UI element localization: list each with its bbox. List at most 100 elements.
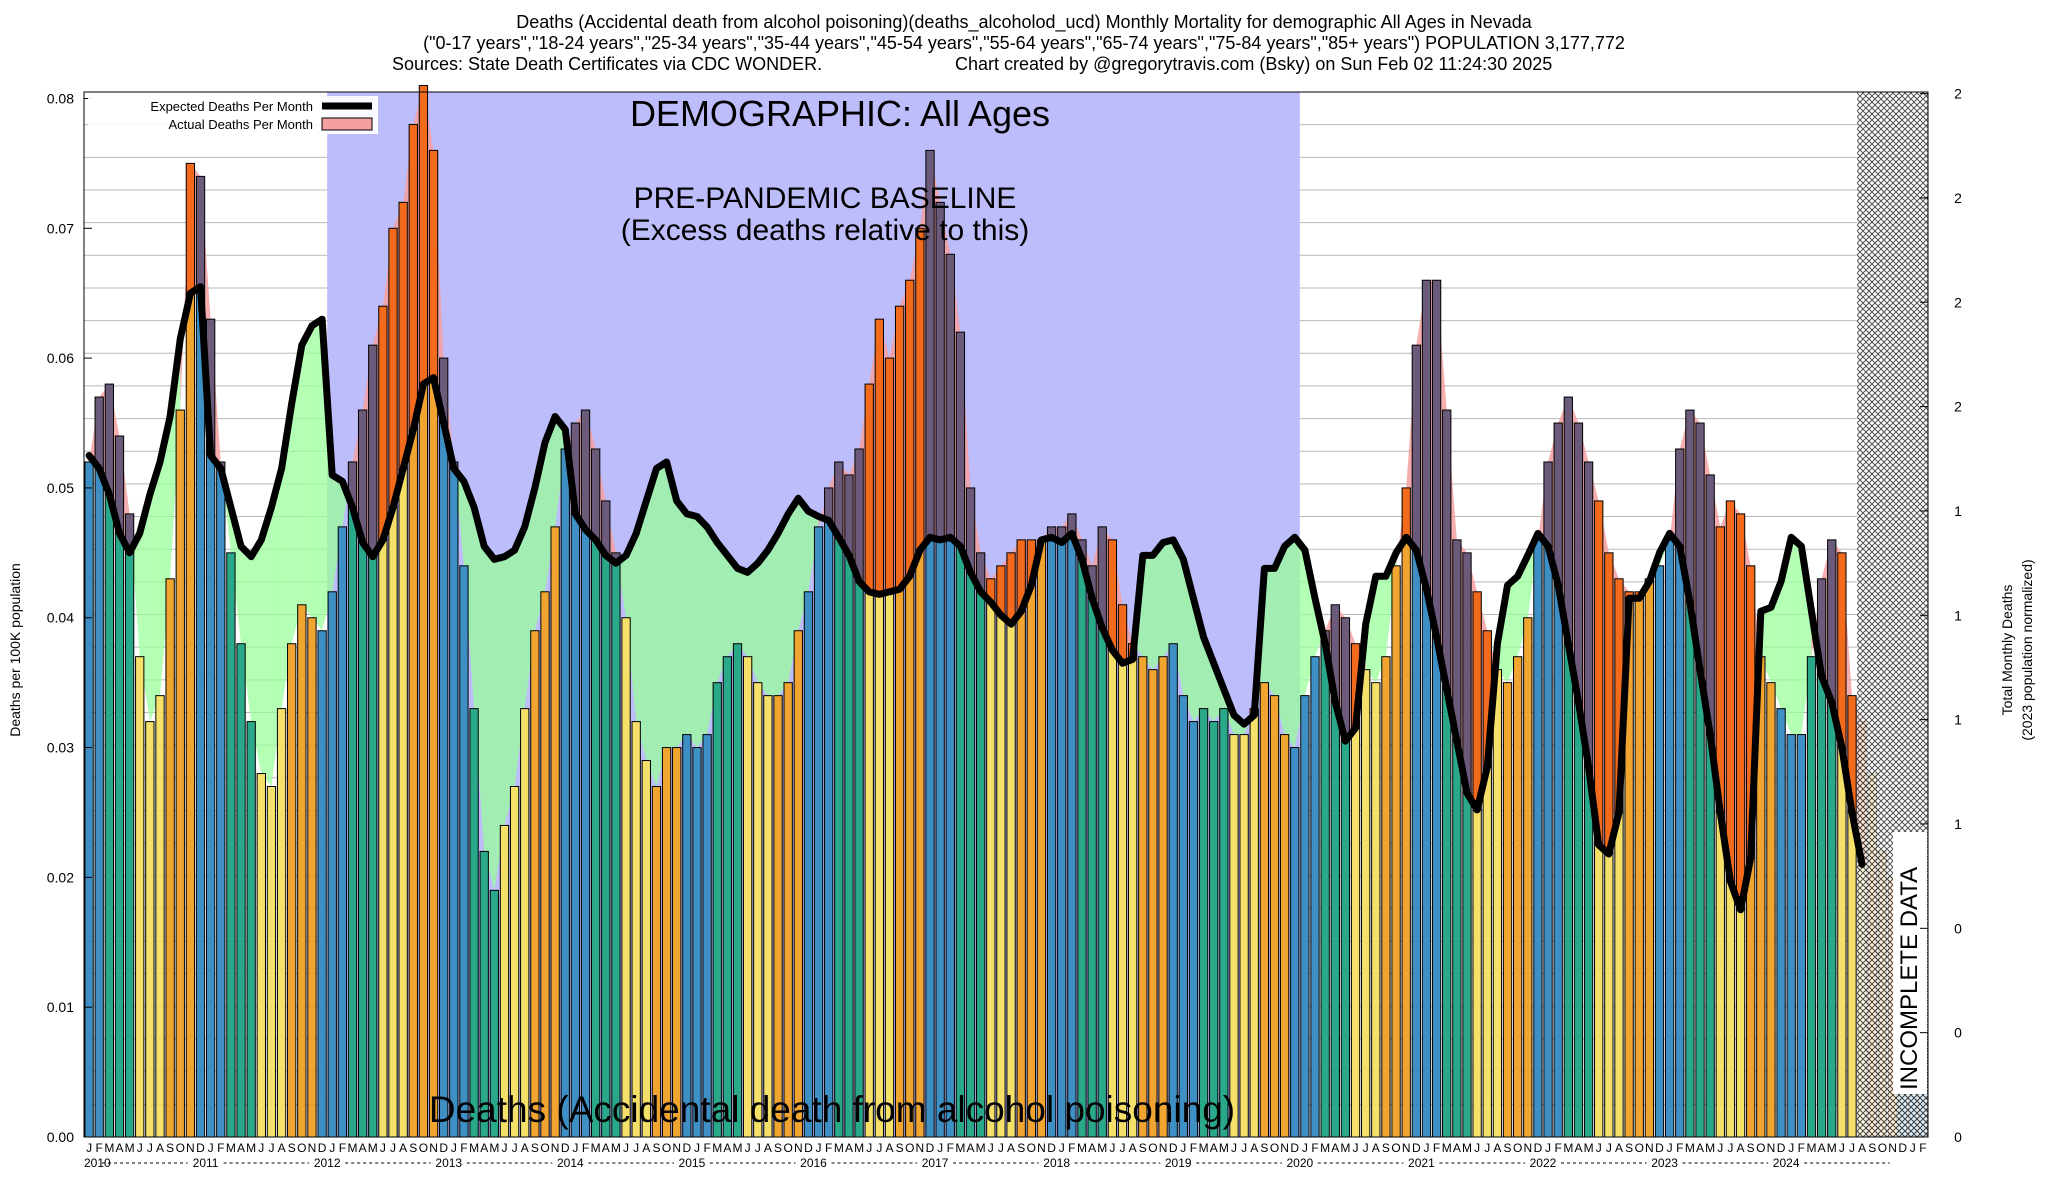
x-month-label: A xyxy=(1007,1141,1015,1155)
bar xyxy=(753,682,763,1138)
x-month-label: A xyxy=(1210,1141,1218,1155)
bar-base xyxy=(925,536,935,1138)
bar xyxy=(1533,539,1543,1138)
x-year-label: 2011 xyxy=(193,1156,219,1170)
deficit-fill xyxy=(1294,537,1305,748)
bar xyxy=(1036,539,1047,1138)
bar xyxy=(297,604,307,1138)
x-month-label: A xyxy=(845,1141,853,1155)
bar-base xyxy=(864,591,874,1138)
x-month-label: M xyxy=(733,1141,743,1155)
x-month-label: J xyxy=(1727,1141,1733,1155)
x-month-label: J xyxy=(1596,1141,1602,1155)
bar-base xyxy=(884,591,895,1138)
x-year-label: 2012 xyxy=(314,1156,341,1170)
bar xyxy=(793,630,803,1138)
x-month-label: J xyxy=(86,1141,92,1155)
x-year-label: 2018 xyxy=(1043,1156,1070,1170)
bar-base xyxy=(1330,701,1340,1138)
x-month-label: N xyxy=(429,1141,438,1155)
bar-base xyxy=(945,536,955,1138)
x-month-label: O xyxy=(540,1141,549,1155)
x-month-label: F xyxy=(217,1141,224,1155)
deficit-fill xyxy=(767,533,779,696)
y2-tick-label: 0 xyxy=(1954,1129,1962,1145)
chart-title-line2: ("0-17 years","18-24 years","25-34 years… xyxy=(423,33,1625,53)
bar-base xyxy=(1350,727,1361,1138)
deficit-fill xyxy=(311,319,323,631)
bar-base xyxy=(1746,857,1756,1138)
x-month-label: M xyxy=(1077,1141,1087,1155)
x-month-label: J xyxy=(866,1141,872,1155)
bar-base xyxy=(1614,811,1624,1138)
x-month-label: M xyxy=(1219,1141,1229,1155)
bar-excess xyxy=(94,396,104,469)
x-month-label: M xyxy=(1320,1141,1330,1155)
y2-tick-label: 2 xyxy=(1954,190,1962,206)
deficit-fill xyxy=(524,487,535,709)
bar-base xyxy=(1543,545,1553,1138)
bar-base xyxy=(905,575,915,1138)
deficit-fill xyxy=(747,563,758,683)
x-month-label: M xyxy=(1827,1141,1837,1155)
bar xyxy=(1198,708,1209,1138)
bar xyxy=(813,526,824,1138)
bar-base xyxy=(1442,688,1452,1138)
bar-base xyxy=(1077,558,1087,1138)
x-month-label: J xyxy=(1910,1141,1916,1155)
bar-excess xyxy=(1411,344,1421,551)
y2-axis-label-line2: (2023 population normalized) xyxy=(2019,559,2035,740)
bar-base xyxy=(1127,658,1138,1138)
x-month-label: N xyxy=(1767,1141,1776,1155)
x-month-label: D xyxy=(1169,1141,1178,1155)
deficit-fill xyxy=(474,507,485,852)
x-year-label: 2020 xyxy=(1286,1156,1313,1170)
bar xyxy=(307,617,317,1138)
deficit-fill xyxy=(301,325,312,618)
bar-excess xyxy=(1735,513,1746,911)
deficit-fill xyxy=(696,516,708,748)
x-month-label: M xyxy=(976,1141,986,1155)
x-month-label: J xyxy=(208,1141,214,1155)
y-tick-label: 0.05 xyxy=(47,480,74,496)
plot-frame xyxy=(83,91,1929,1138)
bar-base xyxy=(408,429,418,1138)
x-month-label: J xyxy=(876,1141,882,1155)
x-month-label: N xyxy=(1888,1141,1897,1155)
bar xyxy=(84,461,94,1138)
bar xyxy=(246,721,256,1138)
x-month-label: J xyxy=(937,1141,943,1155)
x-month-label: J xyxy=(623,1141,629,1155)
y-tick-label: 0.08 xyxy=(47,90,74,106)
bar xyxy=(145,721,155,1138)
x-month-label: A xyxy=(1858,1141,1866,1155)
deficit-fill xyxy=(1770,581,1782,709)
deficit-fill xyxy=(149,461,160,722)
x-month-label: J xyxy=(816,1141,822,1155)
y-tick-label: 0.07 xyxy=(47,220,74,236)
deficit-fill xyxy=(281,403,292,709)
x-month-label: J xyxy=(1839,1141,1845,1155)
bar-base xyxy=(1563,643,1573,1138)
x-month-label: J xyxy=(1474,1141,1480,1155)
bar-excess xyxy=(905,279,915,577)
x-month-label: J xyxy=(1109,1141,1115,1155)
x-month-label: J xyxy=(1120,1141,1126,1155)
bar-base xyxy=(1847,811,1857,1138)
x-month-label: J xyxy=(390,1141,396,1155)
bar xyxy=(469,708,479,1138)
bar-base xyxy=(1594,844,1604,1138)
bar xyxy=(783,682,793,1138)
x-month-label: F xyxy=(339,1141,346,1155)
bar xyxy=(1168,643,1178,1138)
x-month-label: O xyxy=(1148,1141,1157,1155)
x-month-label: M xyxy=(1442,1141,1452,1155)
x-month-label: D xyxy=(683,1141,692,1155)
x-month-label: J xyxy=(512,1141,518,1155)
x-month-label: S xyxy=(1139,1141,1147,1155)
bar xyxy=(682,734,692,1138)
x-month-label: J xyxy=(1363,1141,1369,1155)
deficit-fill xyxy=(1507,576,1518,683)
bar-base xyxy=(580,528,591,1138)
bar-base xyxy=(1057,541,1067,1138)
